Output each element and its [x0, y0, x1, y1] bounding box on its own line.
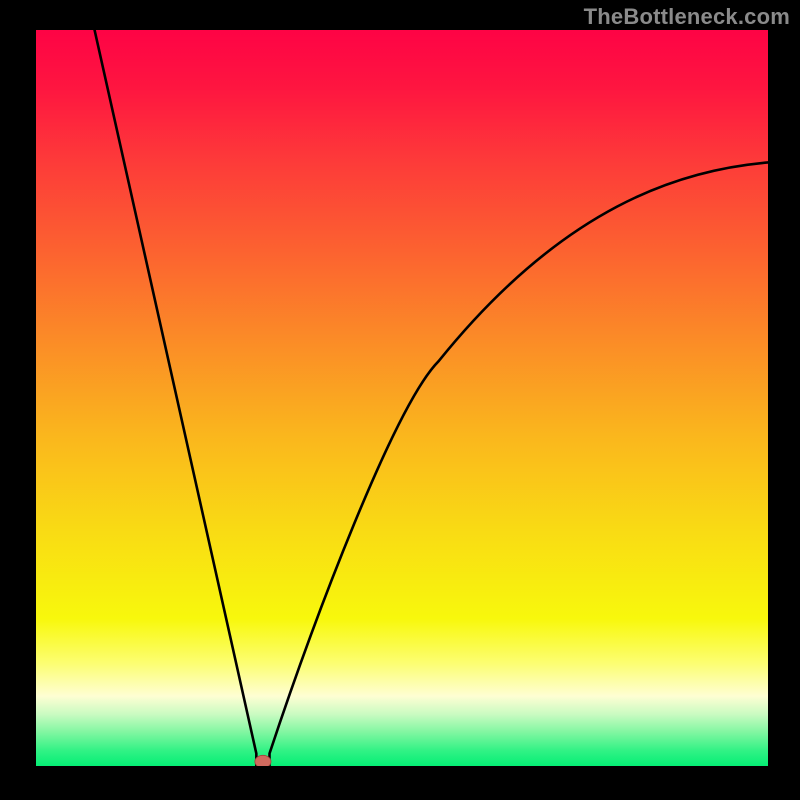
watermark-text: TheBottleneck.com	[584, 4, 790, 30]
gradient-background	[36, 30, 768, 766]
plot-area	[36, 30, 768, 766]
minimum-marker	[255, 755, 271, 766]
chart-container: TheBottleneck.com	[0, 0, 800, 800]
